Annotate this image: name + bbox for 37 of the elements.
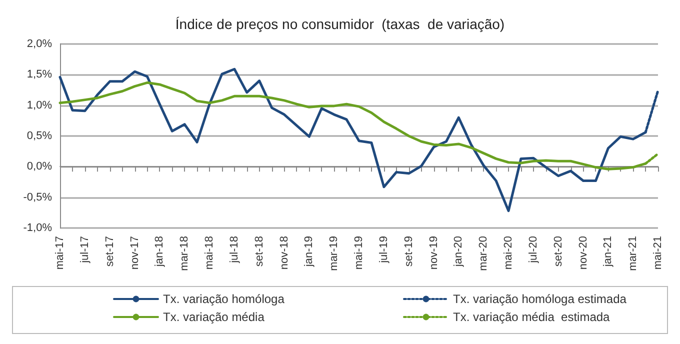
x-tick-label: jan-20 — [452, 236, 465, 268]
x-tick-label: mar-21 — [627, 236, 640, 271]
x-tick-label: nov-18 — [278, 236, 290, 270]
x-tick-label: jul-18 — [228, 236, 240, 264]
y-tick-label: 1,0% — [26, 99, 52, 112]
x-tick-label: nov-20 — [577, 236, 590, 270]
x-tick-label: jul-19 — [378, 236, 390, 264]
x-tick-label: mar-19 — [328, 236, 340, 271]
legend-label: Tx. variação homóloga estimada — [453, 292, 627, 306]
y-tick-label: 1,5% — [26, 68, 52, 81]
x-tick-label: mar-20 — [478, 236, 490, 271]
x-tick-label: nov-17 — [128, 236, 141, 270]
x-tick-label: set-17 — [104, 236, 116, 267]
x-tick-label: jul-17 — [78, 236, 91, 264]
x-tick-label: mai-19 — [353, 236, 365, 270]
x-tick-label: mai-18 — [204, 236, 216, 270]
x-tick-label: jul-20 — [527, 236, 540, 264]
x-tick-label: set-20 — [552, 236, 564, 267]
y-tick-label: -1,0% — [23, 222, 52, 234]
x-tick-label: mai-17 — [54, 236, 66, 270]
x-tick-label: mai-20 — [502, 236, 514, 270]
x-tick-label: set-19 — [402, 236, 415, 267]
y-tick-label: -0,5% — [23, 191, 52, 204]
x-tick-label: jan-19 — [303, 236, 316, 268]
y-tick-label: 0,0% — [26, 160, 52, 173]
legend-label: Tx. variação média estimada — [453, 310, 610, 324]
x-tick-label: jan-18 — [154, 236, 166, 268]
chart-title: Índice de preços no consumidor (taxas de variação) — [175, 16, 505, 32]
legend-label: Tx. variação homóloga — [163, 292, 285, 306]
x-tick-label: mai-21 — [652, 236, 664, 270]
y-tick-label: 0,5% — [26, 130, 52, 142]
legend-label: Tx. variação média — [163, 310, 265, 324]
x-tick-label: nov-19 — [428, 236, 440, 270]
x-tick-label: mar-18 — [178, 236, 191, 271]
y-tick-label: 2,0% — [26, 38, 52, 50]
x-tick-label: jan-21 — [602, 236, 614, 268]
x-tick-label: set-18 — [253, 236, 266, 267]
